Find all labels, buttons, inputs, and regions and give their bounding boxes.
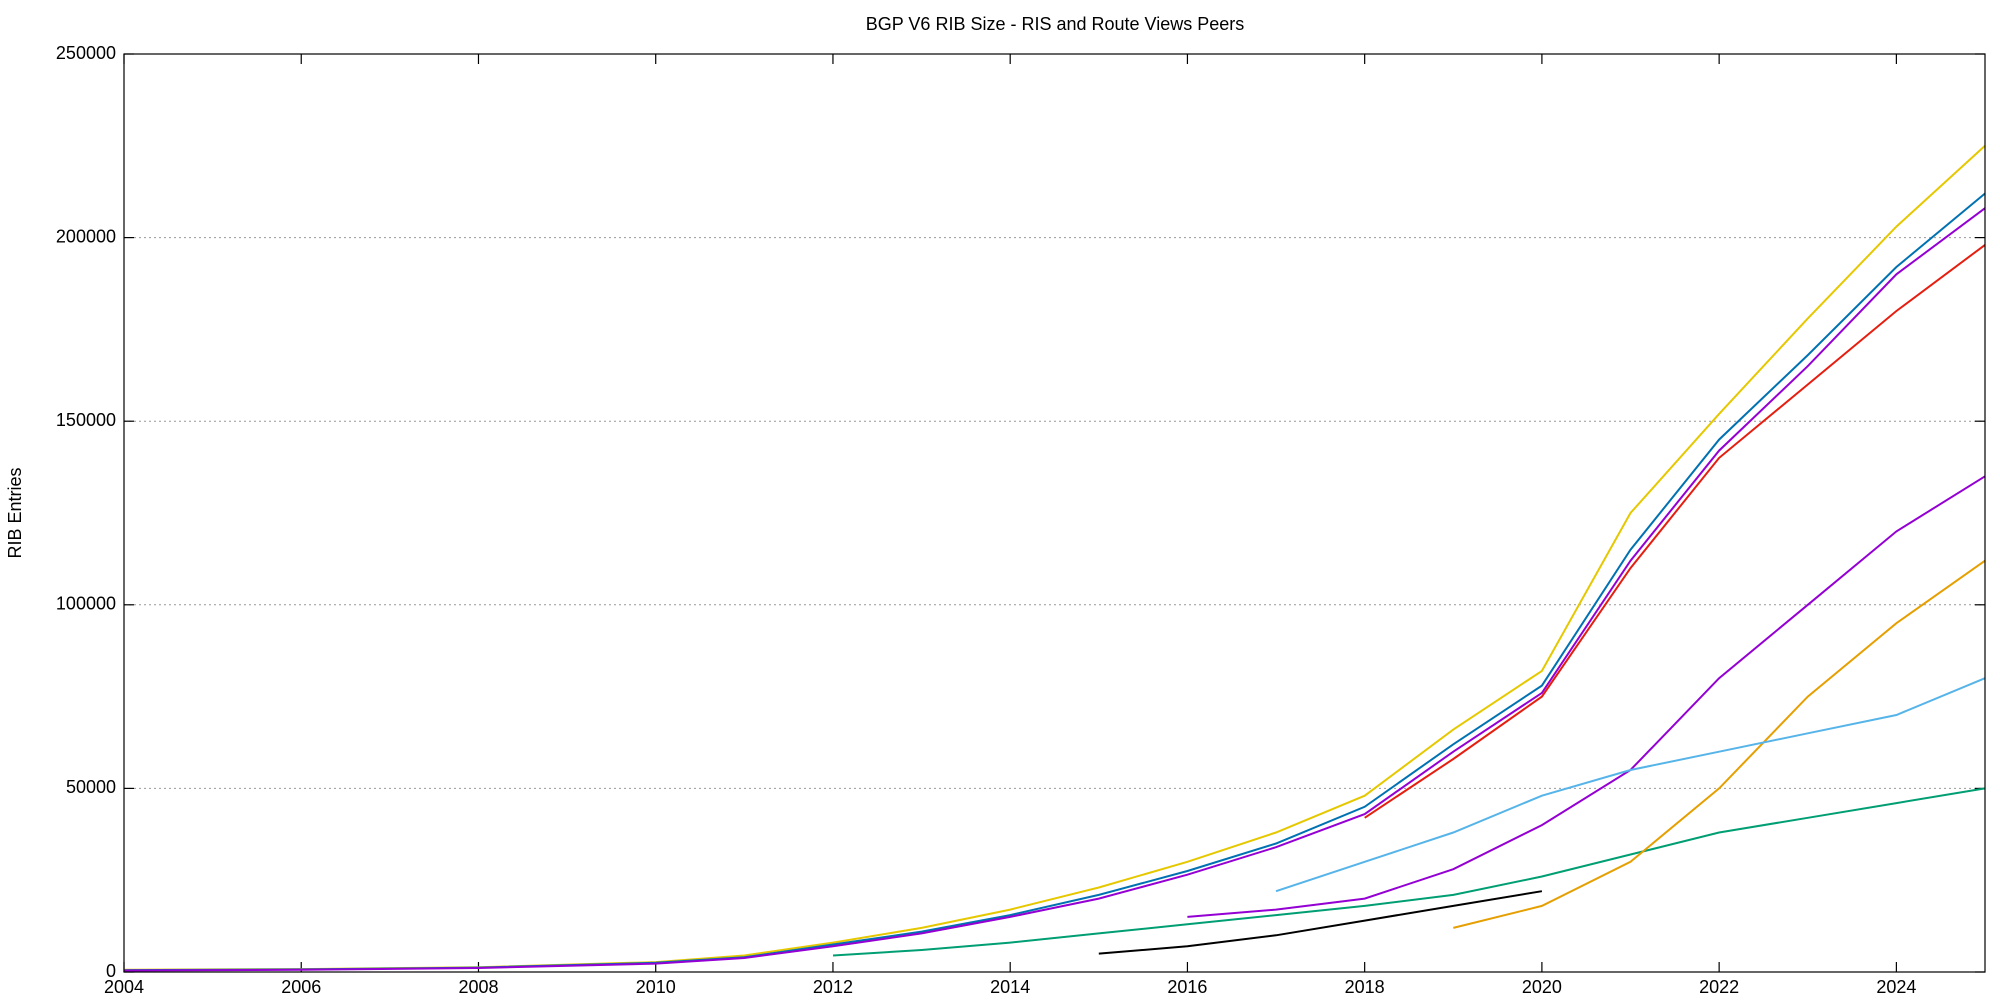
series-line [1364, 244, 1986, 819]
y-tick-label: 250000 [56, 43, 116, 63]
series-line [1187, 475, 1986, 918]
x-tick-label: 2008 [458, 977, 498, 997]
series-line [123, 145, 1986, 971]
x-tick-label: 2018 [1345, 977, 1385, 997]
y-tick-label: 0 [106, 961, 116, 981]
series-line [1275, 677, 1986, 893]
chart-title: BGP V6 RIB Size - RIS and Route Views Pe… [866, 14, 1245, 34]
series-line [123, 207, 1986, 972]
x-tick-label: 2022 [1699, 977, 1739, 997]
x-tick-label: 2010 [636, 977, 676, 997]
grid: 0 50000 100000 150000 200000 250000 2004 2006 20… [56, 43, 1985, 997]
x-tick-label: 2016 [1167, 977, 1207, 997]
y-tick-label: 100000 [56, 594, 116, 614]
y-tick-label: 200000 [56, 226, 116, 246]
series-line [123, 192, 1986, 972]
y-axis-label: RIB Entries [5, 467, 25, 558]
plot-frame [123, 53, 1986, 973]
x-tick-label: 2012 [813, 977, 853, 997]
x-tick-label: 2014 [990, 977, 1030, 997]
series-line [1453, 559, 1986, 929]
x-tick-label: 2020 [1522, 977, 1562, 997]
y-tick-label: 50000 [66, 777, 116, 797]
plot-area [123, 145, 1986, 972]
y-tick-label: 150000 [56, 410, 116, 430]
x-tick-label: 2006 [281, 977, 321, 997]
series-line [832, 787, 1986, 957]
x-tick-label: 2024 [1876, 977, 1916, 997]
x-tick-label: 2004 [104, 977, 144, 997]
series-line [1098, 890, 1543, 955]
